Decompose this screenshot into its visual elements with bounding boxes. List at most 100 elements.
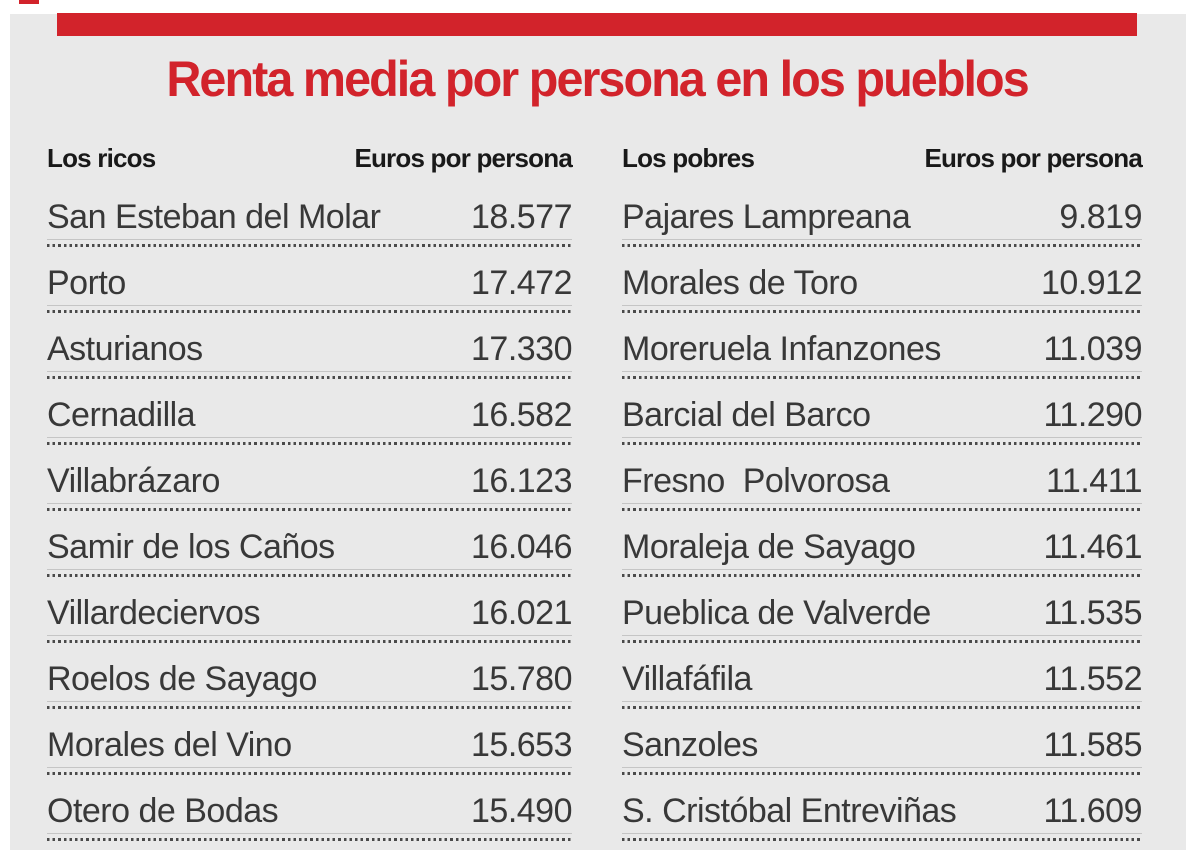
row-dotted-divider	[47, 772, 572, 775]
row-dotted-divider	[622, 310, 1142, 313]
row-text: Barcial del Barco 11.290	[622, 396, 1143, 435]
table-row: Asturianos 17.330	[47, 313, 573, 379]
row-dotted-divider	[622, 574, 1142, 577]
income-value: 16.021	[471, 594, 573, 633]
table-poor: Los pobres Euros por persona Pajares Lam…	[622, 140, 1143, 841]
income-value: 9.819	[1059, 198, 1142, 237]
table-row: Pueblica de Valverde 11.535	[622, 577, 1143, 643]
income-value: 11.585	[1043, 726, 1143, 765]
town-name: Roelos de Sayago	[47, 660, 317, 699]
row-baseline-rule	[47, 701, 572, 702]
town-name: Morales del Vino	[47, 726, 292, 765]
town-name: Asturianos	[47, 330, 203, 369]
row-dotted-divider	[47, 706, 572, 709]
row-baseline-rule	[622, 767, 1142, 768]
table-poor-rows: Pajares Lampreana 9.819 Morales de Toro 10.…	[622, 181, 1143, 841]
row-text: Villabrázaro 16.123	[47, 462, 573, 501]
table-row: Cernadilla 16.582	[47, 379, 573, 445]
table-row: Barcial del Barco 11.290	[622, 379, 1143, 445]
table-rich: Los ricos Euros por persona San Esteban …	[47, 140, 573, 841]
town-name: Villafáfila	[622, 660, 752, 699]
town-name: Samir de los Caños	[47, 528, 335, 567]
town-name: Pueblica de Valverde	[622, 594, 931, 633]
row-text: Pajares Lampreana 9.819	[622, 200, 1142, 236]
row-baseline-rule	[47, 833, 572, 834]
table-rich-unit: Euros por persona	[354, 143, 572, 173]
table-row: Morales de Toro 10.912	[622, 247, 1143, 313]
income-value: 16.582	[471, 396, 573, 435]
row-text: Asturianos 17.330	[47, 330, 573, 369]
income-value: 15.780	[471, 660, 573, 699]
table-row: Fresno Polvorosa 11.411	[622, 445, 1142, 511]
income-value: 18.577	[471, 198, 573, 237]
row-baseline-rule	[47, 437, 572, 438]
income-value: 15.653	[471, 726, 573, 765]
income-value: 11.552	[1043, 660, 1143, 699]
row-text: Sanzoles 11.585	[622, 726, 1143, 765]
town-name: Morales de Toro	[622, 264, 858, 303]
row-text: Otero de Bodas 15.490	[47, 792, 573, 831]
income-value: 11.461	[1043, 528, 1143, 567]
row-baseline-rule	[47, 305, 572, 306]
table-row: Morales del Vino 15.653	[47, 709, 573, 775]
row-baseline-rule	[47, 767, 572, 768]
table-row: Sanzoles 11.585	[622, 709, 1143, 775]
row-baseline-rule	[622, 503, 1142, 504]
table-row: Moraleja de Sayago 11.461	[622, 511, 1143, 577]
town-name: Villabrázaro	[47, 462, 220, 501]
row-dotted-divider	[622, 442, 1142, 445]
header-red-bar	[57, 13, 1137, 36]
row-baseline-rule	[622, 833, 1142, 834]
town-name: Moreruela Infanzones	[622, 330, 941, 369]
income-value: 11.039	[1043, 330, 1143, 369]
table-poor-unit: Euros por persona	[924, 143, 1142, 173]
table-row: Otero de Bodas 15.490	[47, 775, 573, 841]
row-baseline-rule	[47, 239, 572, 240]
town-name: Otero de Bodas	[47, 792, 279, 831]
row-text: Morales de Toro 10.912	[622, 264, 1143, 303]
row-dotted-divider	[47, 310, 572, 313]
income-value: 11.535	[1043, 594, 1143, 633]
income-value: 11.609	[1043, 792, 1143, 831]
row-dotted-divider	[47, 838, 572, 841]
infographic-panel	[10, 14, 1186, 850]
income-value: 15.490	[471, 792, 573, 831]
top-edge-red-mark	[19, 0, 39, 4]
row-baseline-rule	[47, 371, 572, 372]
income-value: 17.472	[471, 264, 573, 303]
row-dotted-divider	[622, 508, 1142, 511]
row-dotted-divider	[47, 574, 572, 577]
row-baseline-rule	[622, 701, 1142, 702]
town-name: Pajares Lampreana	[622, 198, 911, 237]
row-dotted-divider	[47, 244, 572, 247]
town-name: Moraleja de Sayago	[622, 528, 916, 567]
row-baseline-rule	[622, 371, 1142, 372]
row-text: Morales del Vino 15.653	[47, 726, 573, 765]
table-row: Moreruela Infanzones 11.039	[622, 313, 1143, 379]
row-text: Villardeciervos 16.021	[47, 594, 573, 633]
row-text: Samir de los Caños 16.046	[47, 528, 573, 567]
income-value: 16.046	[471, 528, 573, 567]
row-dotted-divider	[47, 442, 572, 445]
row-text: Moraleja de Sayago 11.461	[622, 528, 1143, 567]
income-value: 11.290	[1043, 396, 1143, 435]
row-dotted-divider	[47, 640, 572, 643]
row-baseline-rule	[622, 437, 1142, 438]
town-name: Fresno Polvorosa	[622, 462, 890, 501]
table-row: Villabrázaro 16.123	[47, 445, 573, 511]
row-baseline-rule	[622, 239, 1142, 240]
row-text: Cernadilla 16.582	[47, 396, 573, 435]
row-baseline-rule	[47, 569, 572, 570]
row-text: Moreruela Infanzones 11.039	[622, 330, 1143, 369]
row-baseline-rule	[622, 635, 1142, 636]
income-value: 16.123	[471, 462, 573, 501]
town-name: San Esteban del Molar	[47, 198, 381, 237]
row-dotted-divider	[47, 508, 572, 511]
row-text: S. Cristóbal Entreviñas 11.609	[622, 792, 1143, 831]
row-dotted-divider	[622, 376, 1142, 379]
row-text: Fresno Polvorosa 11.411	[622, 464, 1142, 500]
town-name: Porto	[47, 264, 126, 303]
table-rich-label: Los ricos	[47, 143, 156, 173]
table-row: San Esteban del Molar 18.577	[47, 181, 573, 247]
page-title: Renta media por persona en los pueblos	[166, 51, 1029, 107]
